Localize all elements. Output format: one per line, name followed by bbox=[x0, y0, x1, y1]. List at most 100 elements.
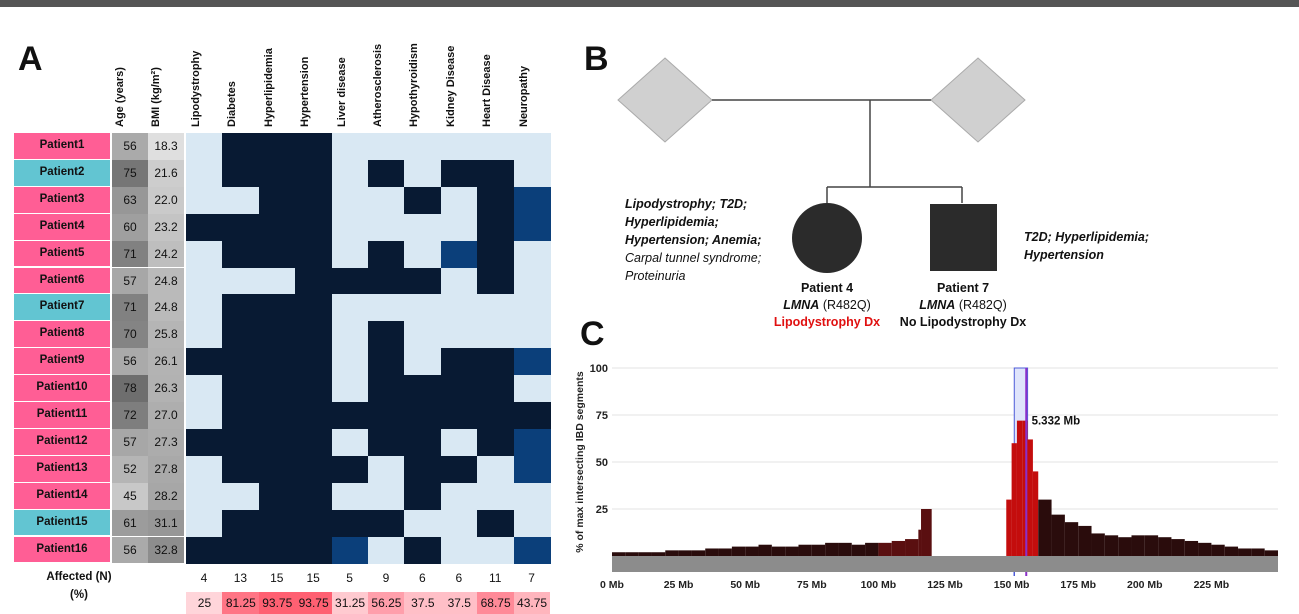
ibd-bar bbox=[1158, 537, 1172, 556]
ibd-bar bbox=[678, 550, 692, 556]
heatmap-cell bbox=[477, 240, 515, 269]
heatmap-cell bbox=[258, 294, 296, 322]
heatmap-cell bbox=[258, 375, 296, 403]
ibd-bar bbox=[665, 550, 679, 556]
ibd-bar bbox=[625, 552, 639, 556]
heatmap-cell bbox=[331, 267, 369, 295]
heatmap-cell bbox=[368, 159, 405, 188]
patient4-dx: Lipodystrophy Dx bbox=[773, 315, 881, 329]
heatmap-cell bbox=[331, 509, 369, 538]
heatmap-cell bbox=[477, 267, 515, 295]
chromosome-band bbox=[612, 556, 1278, 572]
ibd-bar bbox=[1038, 499, 1052, 556]
ibd-bar bbox=[1144, 535, 1159, 556]
x-tick-label: 25 Mb bbox=[664, 579, 694, 591]
ibd-bar bbox=[705, 548, 719, 556]
heatmap-cell bbox=[440, 482, 478, 511]
age-cell: 56 bbox=[112, 536, 148, 564]
heatmap-cell bbox=[258, 159, 296, 188]
ibd-bar bbox=[1051, 514, 1065, 556]
ibd-bar bbox=[785, 546, 799, 556]
heatmap-cell bbox=[186, 213, 223, 242]
heatmap-cell bbox=[222, 455, 260, 484]
heatmap-cell bbox=[295, 428, 333, 457]
patient-name-cell: Patient2 bbox=[14, 159, 110, 186]
heatmap-cell bbox=[513, 536, 551, 564]
heatmap-cell bbox=[477, 321, 515, 349]
condition-column-header: Atherosclerosis bbox=[372, 43, 384, 127]
bmi-cell: 21.6 bbox=[148, 159, 184, 187]
heatmap-cell bbox=[186, 294, 223, 322]
heatmap-cell bbox=[368, 402, 405, 430]
panel-label-c: C bbox=[580, 315, 605, 353]
patient-name-cell: Patient5 bbox=[14, 240, 110, 267]
heatmap-cell bbox=[186, 375, 223, 403]
heatmap-cell bbox=[186, 267, 223, 295]
patient7-traits: T2D; Hyperlipidemia; Hypertension bbox=[1024, 228, 1149, 264]
patient-name-cell: Patient11 bbox=[14, 402, 110, 428]
condition-column-header: Heart Disease bbox=[481, 54, 494, 127]
affected-count: 9 bbox=[382, 571, 390, 586]
heatmap-cell bbox=[295, 482, 333, 511]
ibd-bar bbox=[1027, 439, 1033, 556]
bmi-cell: 24.8 bbox=[148, 294, 184, 322]
heatmap-cell bbox=[440, 240, 478, 269]
patient-name-cell: Patient1 bbox=[14, 133, 110, 159]
heatmap-cell bbox=[440, 455, 478, 484]
heatmap-cell bbox=[331, 186, 369, 215]
age-cell: 60 bbox=[112, 213, 148, 241]
heatmap-cell bbox=[513, 240, 551, 269]
y-tick-label: 75 bbox=[596, 410, 608, 422]
ibd-bar bbox=[1118, 537, 1132, 556]
affected-label: Affected (N) bbox=[46, 571, 112, 584]
heatmap-cell bbox=[222, 536, 260, 564]
heatmap-cell bbox=[186, 402, 223, 430]
heatmap-cell bbox=[513, 402, 551, 430]
heatmap-cell bbox=[186, 186, 223, 215]
trait-line: Hypertension; Anemia; bbox=[625, 233, 762, 247]
heatmap-cell bbox=[513, 321, 551, 349]
ibd-bar bbox=[1184, 540, 1199, 556]
numeric-column-header: BMI (kg/m²) bbox=[150, 67, 162, 127]
patient-name-cell: Patient13 bbox=[14, 455, 110, 482]
affected-count: 15 bbox=[306, 571, 320, 586]
patient7-variant: (R482Q) bbox=[955, 298, 1007, 312]
heatmap-cell bbox=[513, 294, 551, 322]
panel-label-b: B bbox=[584, 40, 609, 78]
ibd-bar bbox=[612, 552, 626, 556]
heatmap-cell bbox=[222, 321, 260, 349]
heatmap-cell bbox=[258, 240, 296, 269]
heatmap-cell bbox=[222, 213, 260, 242]
ibd-bar bbox=[731, 546, 746, 556]
heatmap-cell bbox=[368, 294, 405, 322]
heatmap-cell bbox=[295, 455, 333, 484]
highlight-region bbox=[1013, 367, 1029, 557]
condition-column-header: Kidney Disease bbox=[444, 45, 457, 127]
ibd-bar bbox=[1171, 539, 1185, 556]
heatmap-cell bbox=[513, 348, 551, 376]
x-tick-label: 125 Mb bbox=[927, 579, 963, 591]
heatmap-cell bbox=[477, 159, 515, 188]
heatmap-cell bbox=[440, 294, 478, 322]
patient7-gene: LMNA bbox=[919, 298, 956, 312]
trait-line: T2D; Hyperlipidemia; bbox=[1024, 230, 1150, 244]
heatmap-cell bbox=[222, 428, 260, 457]
heatmap-cell bbox=[404, 240, 442, 269]
patient-name-cell: Patient15 bbox=[14, 509, 110, 536]
heatmap-cell bbox=[295, 375, 333, 403]
ibd-bar bbox=[1006, 499, 1012, 556]
heatmap-cell bbox=[186, 348, 223, 376]
grandparent-right-diamond bbox=[930, 57, 1026, 143]
heatmap-cell bbox=[477, 294, 515, 322]
heatmap-cell bbox=[368, 133, 405, 161]
heatmap-cell bbox=[258, 455, 296, 484]
age-cell: 78 bbox=[112, 375, 148, 402]
heatmap-cell bbox=[404, 402, 442, 430]
heatmap-cell bbox=[331, 455, 369, 484]
ibd-bar bbox=[838, 542, 852, 556]
patient-name-cell: Patient14 bbox=[14, 482, 110, 509]
condition-column-header: Hyperlipidemia bbox=[262, 48, 275, 127]
heatmap-cell bbox=[331, 402, 369, 430]
patient-name-cell: Patient12 bbox=[14, 428, 110, 455]
ibd-bar bbox=[691, 550, 706, 556]
